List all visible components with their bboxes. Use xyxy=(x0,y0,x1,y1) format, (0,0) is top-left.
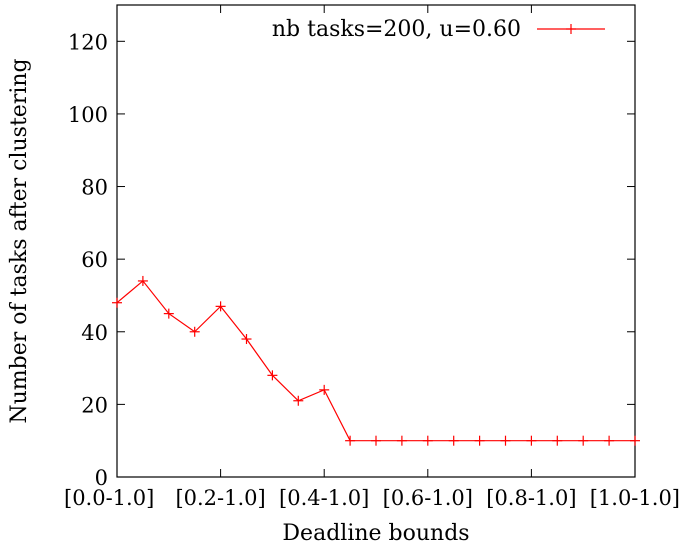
y-tick-label: 120 xyxy=(68,30,108,54)
y-axis-title: Number of tasks after clustering xyxy=(7,58,32,423)
data-point xyxy=(163,308,174,319)
series-line xyxy=(116,280,635,442)
x-tick-label: [1.0-1.0] xyxy=(590,486,680,510)
data-point xyxy=(448,435,459,446)
y-axis: 0 20 40 60 80 100 120 xyxy=(68,30,635,490)
data-point xyxy=(241,334,252,345)
data-point xyxy=(474,435,485,446)
data-point xyxy=(215,301,226,312)
data-point xyxy=(267,370,278,381)
data-point xyxy=(630,435,640,446)
y-tick-label: 100 xyxy=(68,103,108,127)
series-layer xyxy=(112,275,640,446)
x-tick-label: [0.2-1.0] xyxy=(175,486,265,510)
data-point xyxy=(371,435,381,446)
plot-frame xyxy=(116,4,636,478)
data-point xyxy=(137,275,148,286)
data-point xyxy=(526,435,537,446)
data-point xyxy=(578,435,589,446)
data-point xyxy=(396,435,407,446)
x-axis-title: Deadline bounds xyxy=(282,521,469,546)
legend-marker xyxy=(566,24,576,34)
y-tick-label: 20 xyxy=(81,393,108,417)
y-tick-label: 40 xyxy=(81,321,108,345)
data-point xyxy=(112,297,122,308)
data-point xyxy=(319,384,330,395)
data-point xyxy=(422,435,433,446)
y-tick-label: 0 xyxy=(95,466,108,490)
data-point xyxy=(500,435,511,446)
legend: nb tasks=200, u=0.60 xyxy=(272,17,605,42)
x-axis: [0.0-1.0] [0.2-1.0] [0.4-1.0] [0.6-1.0] [0.8… xyxy=(64,5,680,510)
data-point xyxy=(189,326,200,337)
x-tick-label: [0.4-1.0] xyxy=(279,486,369,510)
data-point xyxy=(552,435,563,446)
data-point xyxy=(345,435,356,446)
data-point xyxy=(604,435,615,446)
data-point xyxy=(293,395,304,406)
x-tick-label: [0.8-1.0] xyxy=(486,486,576,510)
legend-label: nb tasks=200, u=0.60 xyxy=(272,17,521,42)
x-tick-label: [0.6-1.0] xyxy=(383,486,473,510)
y-tick-label: 80 xyxy=(81,176,108,200)
x-tick-label: [0.0-1.0] xyxy=(64,486,154,510)
y-tick-label: 60 xyxy=(81,248,108,272)
